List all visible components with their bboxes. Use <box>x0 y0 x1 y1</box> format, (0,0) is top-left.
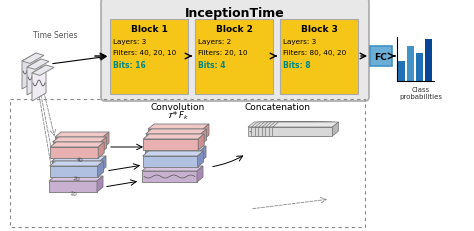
Polygon shape <box>143 139 198 150</box>
Polygon shape <box>311 122 318 137</box>
Polygon shape <box>265 122 331 128</box>
Text: Filters: 40, 20, 10: Filters: 40, 20, 10 <box>113 50 176 56</box>
Polygon shape <box>269 122 335 128</box>
Text: Block 2: Block 2 <box>216 25 253 34</box>
Text: Layers: 2: Layers: 2 <box>198 39 231 45</box>
Polygon shape <box>145 146 206 151</box>
Polygon shape <box>32 66 46 102</box>
Bar <box>425 40 432 82</box>
Polygon shape <box>252 122 318 128</box>
Polygon shape <box>143 151 204 156</box>
FancyBboxPatch shape <box>101 0 369 102</box>
Text: Class
probabilities: Class probabilities <box>400 87 443 100</box>
Polygon shape <box>148 129 203 140</box>
Text: Layers: 3: Layers: 3 <box>113 39 146 45</box>
Text: Layers: 3: Layers: 3 <box>283 39 316 45</box>
Text: Bits: 8: Bits: 8 <box>283 61 310 70</box>
Polygon shape <box>143 156 198 167</box>
Polygon shape <box>198 134 204 150</box>
Bar <box>398 62 405 82</box>
Polygon shape <box>319 122 325 137</box>
Polygon shape <box>248 122 314 128</box>
FancyBboxPatch shape <box>370 47 392 67</box>
Polygon shape <box>197 166 203 182</box>
Polygon shape <box>50 166 98 177</box>
Polygon shape <box>49 181 97 192</box>
Text: Time Series: Time Series <box>33 30 77 39</box>
Text: $\mathcal{T} * F_k$: $\mathcal{T} * F_k$ <box>167 109 189 122</box>
Polygon shape <box>273 128 332 137</box>
Polygon shape <box>52 161 100 172</box>
Polygon shape <box>258 122 325 128</box>
Text: 40: 40 <box>75 156 83 162</box>
Text: Concatenation: Concatenation <box>245 103 311 112</box>
Text: 10: 10 <box>69 190 77 196</box>
Polygon shape <box>262 128 322 137</box>
FancyBboxPatch shape <box>110 20 188 94</box>
Text: Filters: 20, 10: Filters: 20, 10 <box>198 50 247 56</box>
Text: Bits: 16: Bits: 16 <box>113 61 146 70</box>
Text: Bits: 4: Bits: 4 <box>198 61 226 70</box>
Polygon shape <box>252 128 311 137</box>
Polygon shape <box>53 137 107 142</box>
Polygon shape <box>269 128 329 137</box>
Polygon shape <box>100 137 107 153</box>
Polygon shape <box>50 161 104 166</box>
Polygon shape <box>148 125 209 129</box>
Text: Block 3: Block 3 <box>301 25 337 34</box>
FancyBboxPatch shape <box>280 20 358 94</box>
Polygon shape <box>50 142 104 147</box>
Polygon shape <box>98 142 104 158</box>
Polygon shape <box>265 128 326 137</box>
Polygon shape <box>322 122 328 137</box>
Text: Block 1: Block 1 <box>130 25 167 34</box>
Polygon shape <box>262 122 328 128</box>
Polygon shape <box>49 176 103 181</box>
Text: InceptionTime: InceptionTime <box>185 7 285 20</box>
Polygon shape <box>98 161 104 177</box>
Polygon shape <box>146 129 207 134</box>
Polygon shape <box>22 54 36 90</box>
FancyBboxPatch shape <box>195 20 273 94</box>
Polygon shape <box>55 132 109 137</box>
Polygon shape <box>255 122 321 128</box>
Polygon shape <box>143 134 204 139</box>
Polygon shape <box>50 147 98 158</box>
Polygon shape <box>258 128 319 137</box>
Bar <box>10 100 365 227</box>
Polygon shape <box>27 60 41 96</box>
Polygon shape <box>103 132 109 148</box>
Polygon shape <box>97 176 103 192</box>
Polygon shape <box>255 128 315 137</box>
Bar <box>416 54 423 82</box>
Polygon shape <box>329 122 335 137</box>
Bar <box>407 47 414 82</box>
Polygon shape <box>22 54 44 64</box>
Polygon shape <box>332 122 338 137</box>
Text: Filters: 80, 40, 20: Filters: 80, 40, 20 <box>283 50 346 56</box>
Polygon shape <box>248 128 308 137</box>
Polygon shape <box>273 122 338 128</box>
Polygon shape <box>32 66 54 76</box>
Polygon shape <box>52 156 106 161</box>
Polygon shape <box>27 60 49 70</box>
Text: FC: FC <box>374 52 387 61</box>
Polygon shape <box>326 122 331 137</box>
Polygon shape <box>203 125 209 140</box>
Polygon shape <box>100 156 106 172</box>
Polygon shape <box>146 134 201 145</box>
Polygon shape <box>53 142 100 153</box>
Polygon shape <box>55 137 103 148</box>
Polygon shape <box>201 129 207 145</box>
Polygon shape <box>315 122 321 137</box>
Text: 20: 20 <box>72 175 80 181</box>
Polygon shape <box>142 171 197 182</box>
Polygon shape <box>145 151 200 162</box>
Polygon shape <box>198 151 204 167</box>
Polygon shape <box>200 146 206 162</box>
Text: Convolution: Convolution <box>151 103 205 112</box>
Polygon shape <box>142 166 203 171</box>
Polygon shape <box>308 122 314 137</box>
